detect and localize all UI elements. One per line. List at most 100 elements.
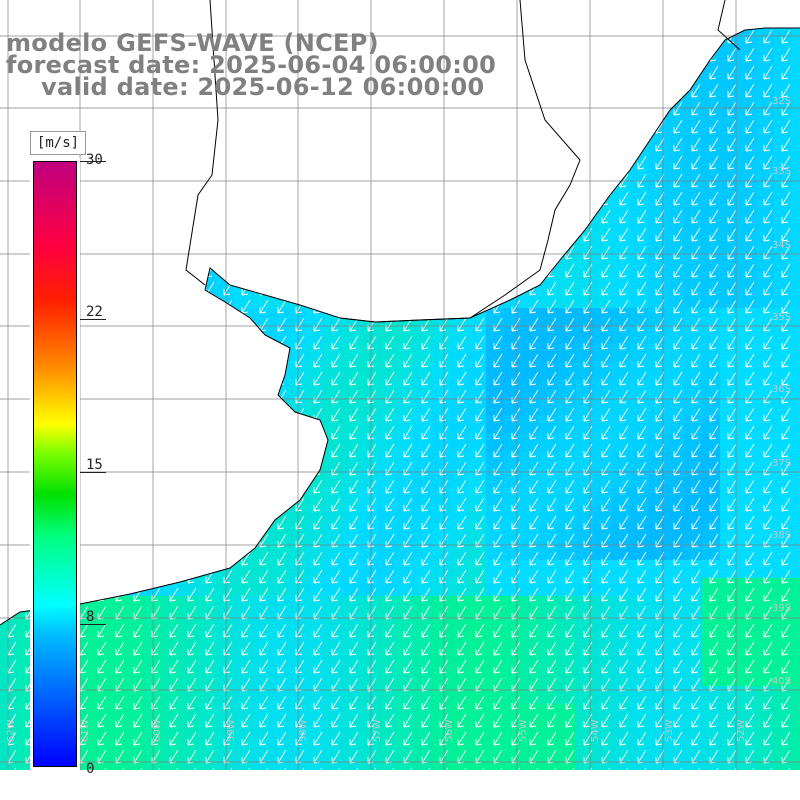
wind-arrow: [133, 659, 143, 674]
wind-speed-cell: [0, 452, 19, 471]
wind-speed-cell: [162, 506, 181, 525]
wind-speed-cell: [450, 164, 469, 183]
wind-arrow: [475, 497, 485, 512]
wind-arrow: [457, 209, 467, 224]
wind-arrow: [709, 515, 719, 530]
wind-arrow: [583, 137, 593, 152]
wind-arrow: [457, 29, 467, 44]
wind-arrow: [97, 335, 107, 350]
wind-speed-cell: [396, 146, 415, 165]
wind-speed-cell: [180, 380, 199, 399]
wind-arrow: [169, 551, 179, 566]
wind-arrow: [619, 515, 629, 530]
wind-arrow: [583, 407, 593, 422]
wind-speed-cell: [648, 74, 667, 93]
wind-arrow: [169, 497, 179, 512]
wind-arrow: [781, 713, 791, 728]
wind-arrow: [727, 569, 737, 584]
wind-speed-cell: [90, 758, 109, 770]
wind-arrow: [421, 443, 431, 458]
wind-arrow: [601, 407, 611, 422]
wind-arrow: [565, 641, 575, 656]
wind-arrow: [313, 515, 323, 530]
wind-speed-cell: [756, 758, 775, 770]
wind-speed-cell: [162, 218, 181, 237]
wind-arrow: [475, 281, 485, 296]
wind-arrow: [277, 119, 287, 134]
wind-speed-cell: [792, 326, 800, 345]
wind-arrow: [7, 191, 17, 206]
wind-arrow: [385, 155, 395, 170]
wind-arrow: [403, 515, 413, 530]
wind-arrow: [475, 659, 485, 674]
wind-arrow: [691, 659, 701, 674]
wind-speed-cell: [216, 254, 235, 273]
wind-speed-cell: [270, 434, 289, 453]
wind-arrow: [583, 227, 593, 242]
wind-arrow: [205, 515, 215, 530]
wind-arrow: [97, 353, 107, 368]
wind-arrow: [259, 515, 269, 530]
wind-speed-cell: [432, 110, 451, 129]
wind-arrow: [547, 587, 557, 602]
wind-speed-cell: [360, 758, 379, 770]
bottom-margin: [0, 770, 800, 800]
wind-arrow: [241, 173, 251, 188]
wind-arrow: [745, 335, 755, 350]
wind-arrow: [349, 209, 359, 224]
wind-arrow: [169, 137, 179, 152]
wind-arrow: [169, 479, 179, 494]
wind-arrow: [313, 263, 323, 278]
wind-arrow: [115, 461, 125, 476]
wind-speed-cell: [270, 344, 289, 363]
wind-arrow: [619, 335, 629, 350]
wind-speed-cell: [162, 380, 181, 399]
wind-arrow: [223, 101, 233, 116]
wind-arrow: [511, 281, 521, 296]
wind-arrow: [709, 551, 719, 566]
wind-arrow: [169, 353, 179, 368]
wind-arrow: [781, 155, 791, 170]
wind-speed-cell: [180, 560, 199, 579]
wind-arrow: [97, 263, 107, 278]
wind-speed-cell: [180, 110, 199, 129]
wind-arrow: [313, 551, 323, 566]
wind-speed-cell: [324, 218, 343, 237]
wind-arrow: [637, 371, 647, 386]
wind-speed-cell: [216, 164, 235, 183]
wind-arrow: [241, 623, 251, 638]
border-line: [717, 0, 741, 51]
wind-arrow: [727, 155, 737, 170]
wind-arrow: [367, 173, 377, 188]
wind-arrow: [493, 101, 503, 116]
wind-arrow: [295, 659, 305, 674]
wind-arrow: [259, 713, 269, 728]
lon-label: 58W: [298, 719, 309, 742]
wind-speed-cell: [792, 740, 800, 759]
wind-arrow: [169, 119, 179, 134]
wind-arrow: [781, 119, 791, 134]
wind-speed-cell: [792, 650, 800, 669]
wind-speed-cell: [126, 362, 145, 381]
wind-speed-cell: [558, 146, 577, 165]
wind-speed-cell: [378, 182, 397, 201]
wind-arrow: [277, 263, 287, 278]
wind-speed-cell: [468, 200, 487, 219]
wind-arrow: [277, 155, 287, 170]
wind-arrow: [763, 569, 773, 584]
wind-arrow: [565, 335, 575, 350]
wind-speed-cell: [288, 434, 307, 453]
wind-arrow: [169, 155, 179, 170]
wind-arrow: [7, 209, 17, 224]
wind-arrow: [763, 587, 773, 602]
wind-arrow: [745, 155, 755, 170]
wind-arrow: [547, 623, 557, 638]
wind-arrow: [97, 713, 107, 728]
wind-speed-cell: [198, 344, 217, 363]
wind-arrow: [313, 227, 323, 242]
wind-arrow: [205, 191, 215, 206]
wind-speed-cell: [684, 74, 703, 93]
wind-arrow: [295, 515, 305, 530]
wind-arrow: [205, 299, 215, 314]
wind-arrow: [709, 65, 719, 80]
